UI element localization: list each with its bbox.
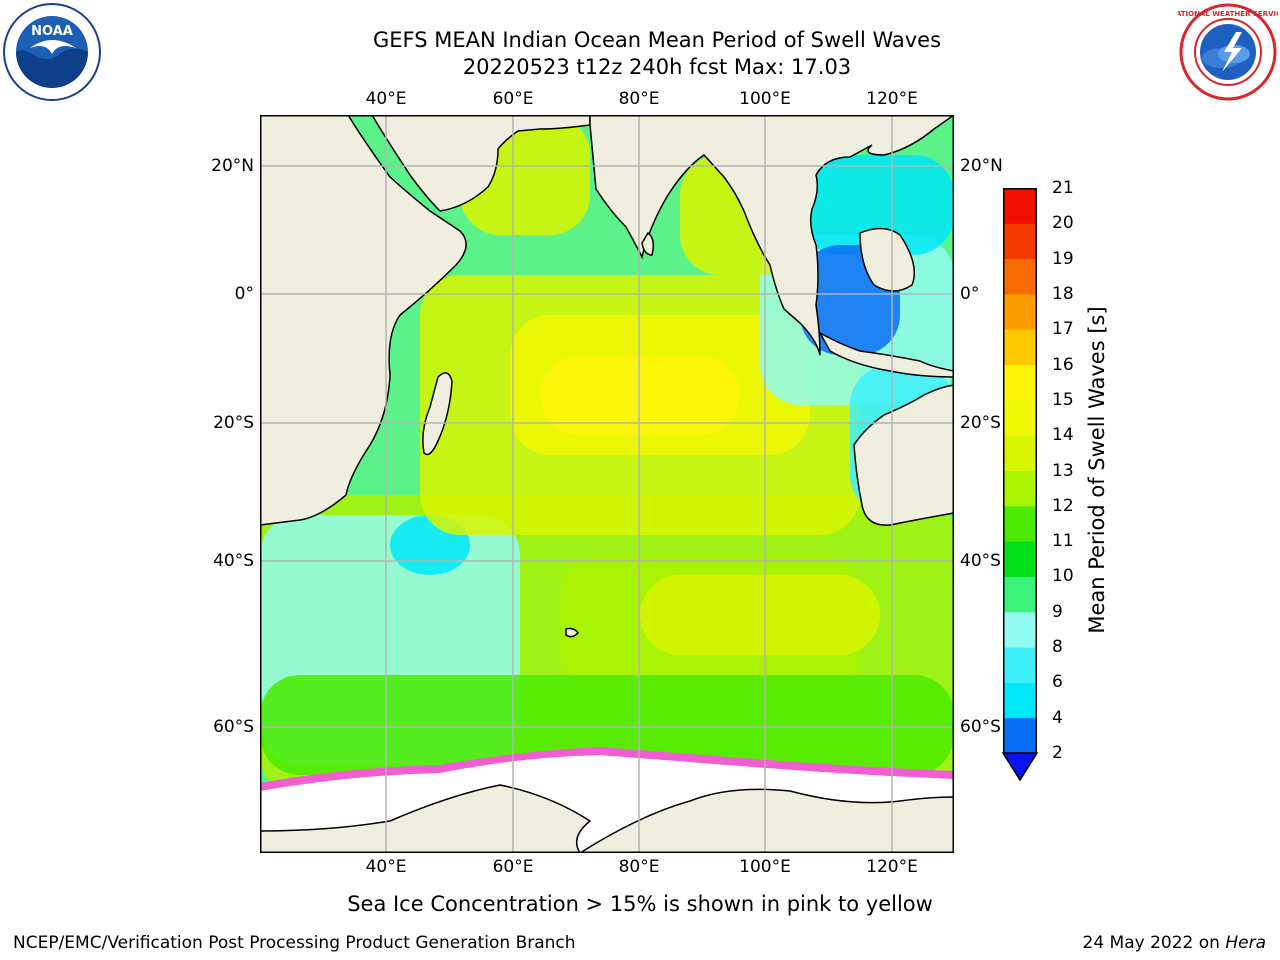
colorbar-bin: [1004, 647, 1036, 683]
colorbar-tick-label: 13: [1052, 460, 1074, 481]
footer-credit: NCEP/EMC/Verification Post Processing Pr…: [13, 933, 576, 953]
colorbar-tick-label: 11: [1052, 531, 1074, 552]
colorbar-bin: [1004, 435, 1036, 471]
colorbar-tick-label: 6: [1052, 672, 1063, 693]
lat-label-left-40s: 40°S: [213, 551, 254, 571]
colorbar-bin: [1004, 293, 1036, 330]
india: [589, 115, 954, 356]
colorbar-bin: [1004, 505, 1036, 542]
australia: [853, 384, 954, 526]
lon-label-bottom-40e: 40°E: [365, 857, 407, 877]
colorbar-extend-arrow: [1001, 752, 1039, 782]
nws-logo-text: NATIONAL WEATHER SERVICE: [1178, 10, 1278, 18]
colorbar-tick-label: 10: [1052, 566, 1074, 587]
colorbar-bin: [1004, 364, 1036, 401]
colorbar-tick-label: 14: [1052, 425, 1074, 446]
colorbar-bin: [1004, 611, 1036, 648]
footer-date-text: 24 May 2022 on: [1082, 933, 1226, 953]
colorbar-tick-label: 18: [1052, 283, 1074, 304]
colorbar-bin: [1004, 470, 1036, 507]
chart-title: GEFS MEAN Indian Ocean Mean Period of Sw…: [372, 28, 942, 52]
lon-label-bottom-100e: 100°E: [739, 857, 791, 877]
colorbar-bin: [1004, 541, 1036, 577]
swell-region: [640, 575, 880, 655]
colorbar-tick-label: 9: [1052, 601, 1063, 622]
lat-label-right-20n: 20°N: [960, 156, 1003, 176]
madagascar: [422, 372, 453, 456]
lon-label-bottom-80e: 80°E: [618, 857, 660, 877]
lat-label-right-40s: 40°S: [960, 551, 1001, 571]
antarctica-east: [578, 788, 954, 853]
colorbar-tick-label: 2: [1052, 743, 1063, 763]
colorbar-bin: [1004, 576, 1036, 613]
lon-label-top-120e: 120°E: [866, 89, 918, 109]
colorbar-tick-label: 21: [1052, 178, 1074, 198]
map: [260, 115, 954, 853]
colorbar-tick-label: 8: [1052, 637, 1063, 658]
lat-label-left-20s: 20°S: [213, 413, 254, 433]
swell-region: [540, 355, 740, 435]
colorbar-tick-label: 19: [1052, 248, 1074, 269]
sea-ice-note: Sea Ice Concentration > 15% is shown in …: [347, 892, 933, 916]
colorbar-border: [1003, 188, 1037, 754]
colorbar-bin: [1004, 188, 1036, 224]
colorbar-tick-label: 12: [1052, 495, 1074, 516]
colorbar-tick-label: 20: [1052, 213, 1074, 234]
colorbar-bin: [1004, 223, 1036, 260]
colorbar-label: Mean Period of Swell Waves [s]: [1085, 306, 1109, 634]
graticule: [260, 115, 954, 853]
noaa-logo: NOAA: [3, 3, 101, 101]
lat-label-right-20s: 20°S: [960, 413, 1001, 433]
colorbar-bin: [1004, 399, 1036, 436]
colorbar-bin: [1004, 258, 1036, 295]
footer-machine: Hera: [1225, 933, 1266, 953]
swell-region: [260, 675, 954, 775]
swell-period-field: [260, 115, 954, 795]
nws-logo: NATIONAL WEATHER SERVICE: [1178, 3, 1278, 101]
colorbar: [1001, 188, 1039, 782]
sumatra-java: [818, 331, 954, 378]
lon-label-top-80e: 80°E: [618, 89, 660, 109]
colorbar-tick-label: 17: [1052, 319, 1074, 340]
noaa-logo-text: NOAA: [31, 24, 73, 39]
colorbar-bin: [1004, 329, 1036, 366]
colorbar-bin: [1004, 682, 1036, 719]
lon-label-bottom-120e: 120°E: [866, 857, 918, 877]
indonesia-north: [859, 227, 915, 292]
lon-label-top-40e: 40°E: [365, 89, 407, 109]
map-border: [260, 115, 954, 853]
lat-label-left-20n: 20°N: [211, 156, 254, 176]
lon-label-bottom-60e: 60°E: [492, 857, 534, 877]
lon-label-top-100e: 100°E: [739, 89, 791, 109]
colorbar-tick-label: 4: [1052, 707, 1063, 728]
lat-label-right-0: 0°: [960, 284, 980, 304]
lat-label-left-0: 0°: [234, 284, 254, 304]
kerguelen: [565, 627, 579, 638]
colorbar-tick-label: 15: [1052, 389, 1074, 410]
colorbar-tick-label: 16: [1052, 354, 1074, 375]
sri-lanka: [641, 231, 655, 256]
arabia: [371, 115, 591, 212]
footer-date: 24 May 2022 on Hera: [1083, 932, 1267, 954]
swell-region: [800, 155, 954, 255]
lon-label-top-60e: 60°E: [492, 89, 534, 109]
lat-label-left-60s: 60°S: [213, 717, 254, 737]
antarctica: [260, 784, 592, 853]
lat-label-right-60s: 60°S: [960, 717, 1001, 737]
forecast-subtitle: 20220523 t12z 240h fcst Max: 17.03: [462, 55, 852, 79]
colorbar-bin: [1004, 717, 1036, 754]
